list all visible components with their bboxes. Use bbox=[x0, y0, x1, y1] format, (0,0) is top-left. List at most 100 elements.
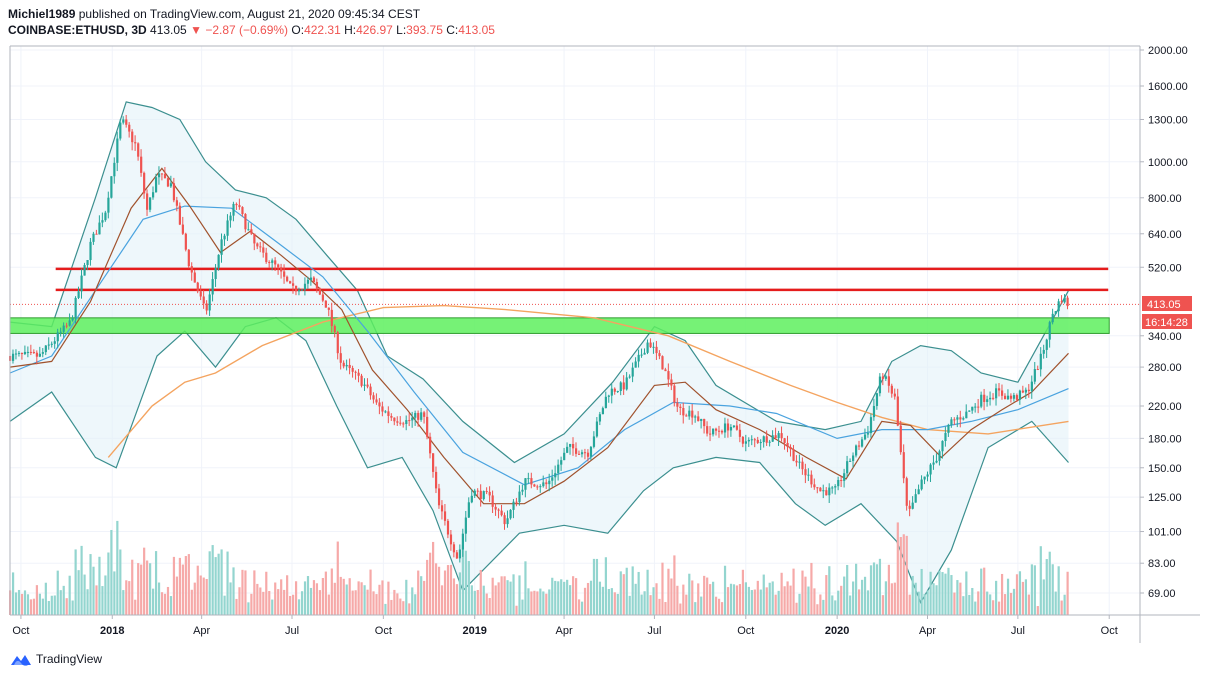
candle-body-126 bbox=[384, 411, 387, 413]
volume-bar-69 bbox=[214, 557, 217, 615]
volume-bar-284 bbox=[855, 563, 858, 615]
volume-bar-234 bbox=[706, 577, 709, 615]
candle-body-158 bbox=[479, 490, 482, 500]
candle-body-319 bbox=[959, 417, 962, 420]
candle-body-102 bbox=[312, 277, 316, 283]
volume-bar-6 bbox=[26, 594, 30, 615]
author-name[interactable]: Michiel1989 bbox=[8, 7, 76, 21]
volume-bar-215 bbox=[649, 595, 652, 615]
candle-body-77 bbox=[238, 205, 241, 208]
support-resistance bbox=[9, 267, 1140, 334]
candle-body-136 bbox=[414, 412, 417, 418]
volume-bar-337 bbox=[1012, 588, 1016, 615]
candle-body-11 bbox=[41, 352, 44, 354]
candle-body-291 bbox=[875, 393, 879, 406]
candle-body-195 bbox=[589, 446, 593, 457]
candle-body-8 bbox=[32, 352, 36, 354]
candle-body-224 bbox=[676, 402, 679, 407]
volume-bar-210 bbox=[634, 583, 637, 615]
candle-body-118 bbox=[360, 375, 363, 386]
volume-bar-228 bbox=[688, 573, 691, 615]
candle-body-174 bbox=[527, 478, 530, 480]
volume-bar-270 bbox=[813, 588, 816, 615]
volume-bar-163 bbox=[494, 585, 497, 615]
volume-bar-352 bbox=[1057, 566, 1060, 615]
candle-body-81 bbox=[250, 229, 253, 234]
volume-bar-180 bbox=[545, 593, 548, 615]
volume-bar-179 bbox=[542, 591, 545, 615]
volume-bar-39 bbox=[125, 580, 128, 615]
volume-bar-129 bbox=[393, 589, 396, 615]
volume-bar-130 bbox=[396, 593, 399, 615]
volume-bar-286 bbox=[860, 579, 864, 615]
volume-bar-193 bbox=[583, 587, 587, 615]
volume-bar-249 bbox=[750, 590, 753, 615]
volume-bar-206 bbox=[622, 574, 625, 615]
volume-bar-172 bbox=[521, 599, 524, 615]
candle-body-259 bbox=[780, 433, 783, 439]
candle-body-89 bbox=[274, 260, 277, 265]
volume-bar-292 bbox=[878, 558, 882, 615]
volume-bar-189 bbox=[572, 576, 575, 615]
candle-body-83 bbox=[256, 243, 259, 247]
candle-body-170 bbox=[515, 501, 518, 503]
candle-body-298 bbox=[896, 396, 899, 426]
candle-body-192 bbox=[580, 452, 584, 455]
time-axis[interactable]: Oct 2018 Apr Jul Oct 2019 Apr Jul Oct 2020 Apr Jul O… bbox=[12, 615, 1118, 637]
volume-bar-242 bbox=[729, 583, 733, 615]
candle-body-146 bbox=[443, 511, 447, 521]
symbol-label[interactable]: COINBASE:ETHUSD, 3D bbox=[8, 23, 147, 37]
volume-bar-272 bbox=[819, 594, 822, 615]
volume-bar-177 bbox=[536, 591, 539, 615]
volume-bar-139 bbox=[423, 580, 426, 615]
volume-bar-110 bbox=[336, 541, 339, 615]
volume-bar-195 bbox=[589, 580, 593, 615]
candle-body-324 bbox=[974, 406, 977, 408]
chart-header: Michiel1989 published on TradingView.com… bbox=[8, 6, 495, 38]
volume-bar-262 bbox=[789, 585, 792, 615]
volume-bar-71 bbox=[220, 549, 223, 615]
candle-body-123 bbox=[375, 399, 378, 403]
candle-body-322 bbox=[968, 410, 971, 412]
volume-bar-293 bbox=[881, 595, 885, 615]
low-label: L: bbox=[396, 23, 407, 37]
volume-bar-345 bbox=[1036, 606, 1039, 615]
candle-body-161 bbox=[488, 491, 491, 496]
volume-bar-12 bbox=[44, 582, 47, 615]
volume-bar-53 bbox=[166, 586, 170, 615]
candle-body-76 bbox=[235, 203, 238, 206]
x-tick-label-7: Jul bbox=[647, 625, 661, 637]
volume-bar-184 bbox=[557, 581, 560, 615]
candle-body-275 bbox=[828, 487, 831, 496]
candle-body-320 bbox=[962, 418, 965, 420]
volume-bar-308 bbox=[926, 590, 929, 615]
candle-body-165 bbox=[500, 510, 503, 516]
tradingview-brand[interactable]: TradingView bbox=[10, 652, 102, 666]
candle-body-346 bbox=[1039, 353, 1042, 370]
candle-body-80 bbox=[247, 229, 250, 231]
volume-bar-289 bbox=[869, 565, 873, 615]
volume-bar-22 bbox=[74, 549, 77, 615]
price-axis[interactable]: 69.00 83.00 101.00 125.00 150.00 180.00 220.00… bbox=[1140, 45, 1188, 600]
candle-body-247 bbox=[744, 441, 747, 444]
candle-body-233 bbox=[703, 418, 706, 427]
candle-body-339 bbox=[1018, 390, 1022, 400]
volume-bar-74 bbox=[229, 582, 232, 615]
volume-bar-294 bbox=[884, 581, 887, 615]
candle-body-216 bbox=[652, 346, 655, 348]
candle-body-95 bbox=[291, 283, 295, 286]
candle-body-245 bbox=[738, 429, 742, 437]
volume-bar-151 bbox=[458, 572, 462, 615]
x-tick-label-0: Oct bbox=[12, 625, 29, 637]
candle-body-232 bbox=[700, 418, 703, 421]
candle-body-78 bbox=[241, 207, 244, 215]
countdown-timer-badge: 16:14:28 bbox=[1145, 317, 1188, 329]
candle-body-72 bbox=[223, 235, 226, 240]
volume-bar-101 bbox=[309, 587, 313, 615]
candle-body-231 bbox=[697, 416, 700, 421]
candle-body-316 bbox=[950, 419, 953, 425]
candle-body-168 bbox=[509, 509, 512, 519]
candle-body-305 bbox=[917, 489, 920, 495]
volume-bar-288 bbox=[866, 590, 870, 615]
